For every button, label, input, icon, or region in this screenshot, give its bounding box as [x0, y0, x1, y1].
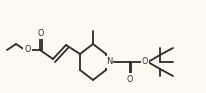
- Text: O: O: [142, 57, 148, 66]
- Text: N: N: [106, 57, 112, 66]
- Text: O: O: [24, 45, 31, 54]
- Text: O: O: [127, 74, 133, 84]
- Text: O: O: [38, 28, 44, 37]
